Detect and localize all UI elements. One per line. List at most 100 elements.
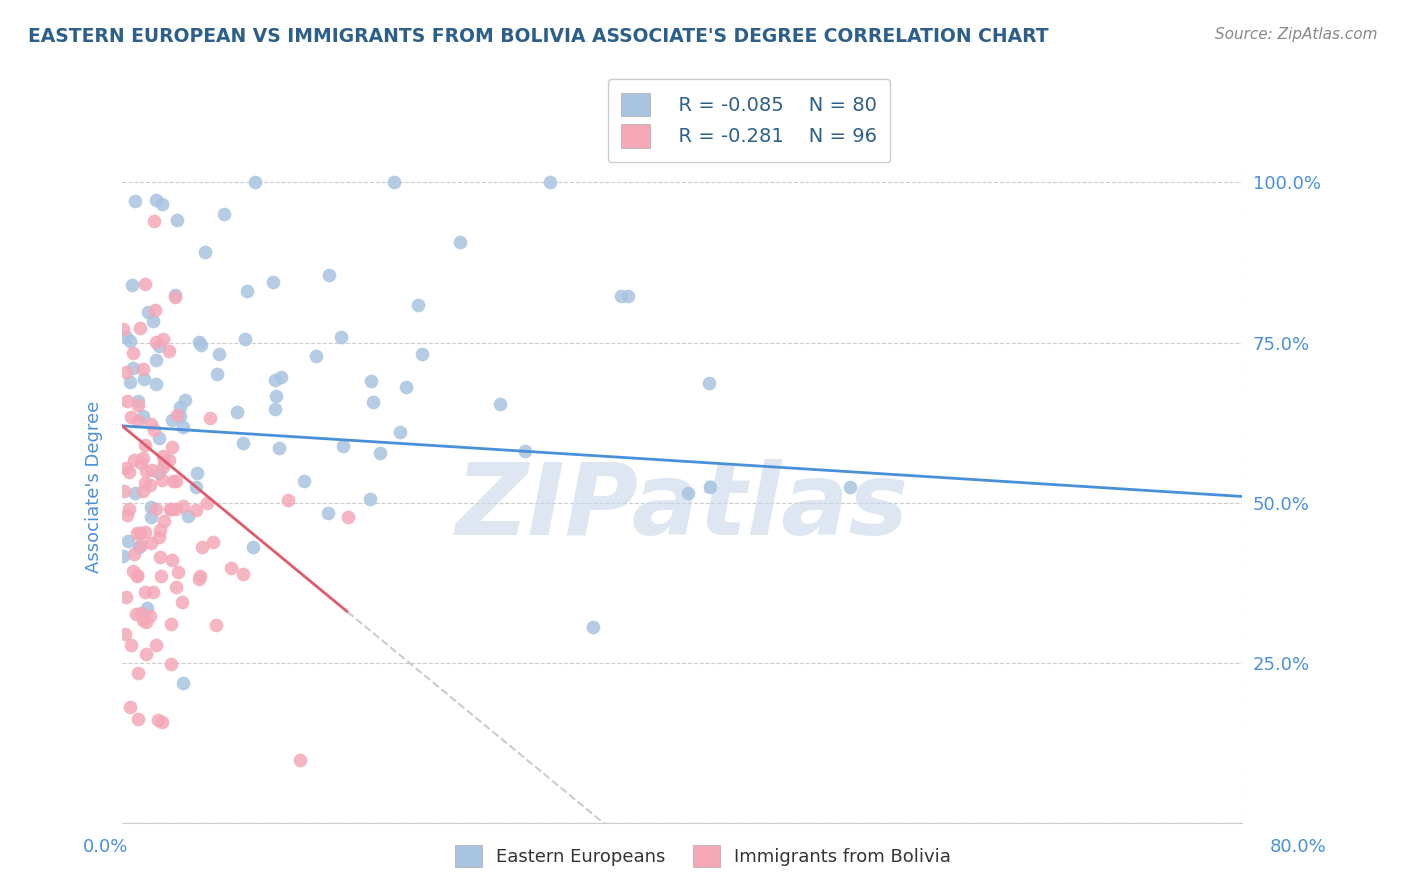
Point (120, 638, 142, 652)
Point (148, 431, 170, 445)
Point (145, 193, 167, 207)
Point (115, 591, 138, 605)
Point (242, 540, 264, 554)
Point (120, 410, 142, 425)
Point (142, 423, 165, 437)
Point (219, 561, 242, 575)
Point (124, 194, 146, 208)
Point (139, 510, 162, 524)
Point (114, 329, 136, 343)
Point (316, 506, 339, 520)
Point (152, 332, 174, 346)
Point (232, 436, 254, 450)
Point (172, 419, 194, 434)
Point (121, 565, 143, 579)
Point (132, 450, 155, 465)
Legend: Eastern Europeans, Immigrants from Bolivia: Eastern Europeans, Immigrants from Boliv… (447, 838, 959, 874)
Point (236, 284, 259, 298)
Point (127, 394, 149, 409)
Point (162, 413, 184, 427)
Point (118, 376, 141, 390)
Point (449, 235, 471, 250)
Point (136, 601, 159, 615)
Point (141, 417, 163, 431)
Point (184, 503, 207, 517)
Point (118, 501, 141, 516)
Point (699, 480, 721, 494)
Point (360, 375, 382, 389)
Point (172, 595, 194, 609)
Text: 0.0%: 0.0% (83, 838, 128, 855)
Point (165, 290, 187, 304)
Point (266, 388, 288, 402)
Point (128, 321, 150, 335)
Point (122, 360, 145, 375)
Text: Source: ZipAtlas.com: Source: ZipAtlas.com (1215, 27, 1378, 42)
Point (162, 475, 184, 489)
Point (112, 322, 135, 336)
Point (188, 568, 211, 582)
Point (117, 534, 139, 549)
Point (277, 492, 299, 507)
Point (838, 480, 860, 494)
Point (194, 244, 217, 259)
Point (117, 394, 139, 409)
Point (145, 638, 167, 652)
Point (610, 289, 633, 303)
Point (135, 464, 157, 478)
Point (127, 526, 149, 541)
Point (160, 616, 183, 631)
Point (294, 474, 316, 488)
Point (118, 334, 141, 348)
Point (145, 501, 167, 516)
Point (149, 523, 172, 537)
Point (159, 501, 181, 516)
Point (157, 453, 180, 467)
Point (127, 569, 149, 583)
Point (139, 500, 162, 514)
Point (165, 474, 187, 488)
Point (489, 397, 512, 411)
Point (132, 484, 155, 499)
Text: ZIPatlas: ZIPatlas (456, 458, 908, 556)
Point (169, 409, 191, 423)
Point (186, 480, 208, 494)
Point (145, 334, 167, 349)
Point (165, 501, 187, 516)
Point (128, 541, 150, 555)
Point (129, 607, 152, 621)
Point (149, 550, 172, 565)
Point (198, 410, 221, 425)
Point (172, 676, 194, 690)
Point (359, 491, 381, 506)
Point (269, 442, 291, 456)
Point (142, 214, 165, 228)
Point (114, 461, 136, 475)
Point (205, 367, 228, 381)
Point (148, 530, 170, 544)
Point (121, 278, 143, 293)
Point (127, 666, 149, 681)
Point (134, 585, 156, 599)
Point (129, 456, 152, 470)
Point (336, 509, 359, 524)
Point (538, 175, 561, 189)
Point (186, 466, 208, 480)
Point (142, 314, 165, 328)
Point (134, 277, 156, 292)
Point (129, 538, 152, 552)
Point (160, 440, 183, 454)
Point (173, 393, 195, 408)
Point (159, 657, 181, 671)
Point (148, 338, 170, 352)
Point (411, 347, 433, 361)
Point (134, 524, 156, 539)
Point (150, 473, 173, 487)
Point (134, 438, 156, 452)
Point (124, 485, 146, 500)
Point (368, 446, 391, 460)
Point (208, 347, 231, 361)
Point (148, 467, 170, 481)
Point (136, 305, 159, 319)
Point (188, 573, 211, 587)
